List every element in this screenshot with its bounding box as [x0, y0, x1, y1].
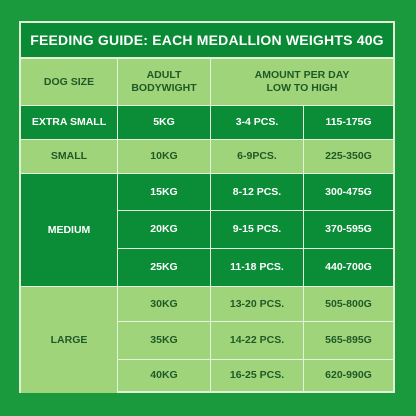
grams-cell: 370-595G [304, 211, 393, 249]
header-dog-size: DOG SIZE [21, 59, 118, 106]
size-extra-small: EXTRA SMALL [21, 106, 118, 140]
size-small: SMALL [21, 140, 118, 174]
grams-cell: 620-990G [304, 360, 393, 391]
weight-cell: 30KG [118, 287, 211, 322]
grams-cell: 115-175G [304, 106, 393, 140]
header-adult-bodyweight: ADULT BODYWIGHT [118, 59, 211, 106]
header-amount-per-day: AMOUNT PER DAY LOW TO HIGH [211, 59, 393, 106]
pieces-cell: 16-25 PCS. [211, 360, 304, 391]
size-large: LARGE [21, 287, 118, 393]
weight-cell: 40KG [118, 360, 211, 391]
grams-cell: 300-475G [304, 174, 393, 211]
pieces-cell: 3-4 PCS. [211, 106, 304, 140]
pieces-cell: 14-22 PCS. [211, 322, 304, 360]
weight-cell: 25KG [118, 249, 211, 287]
table-title: FEEDING GUIDE: EACH MEDALLION WEIGHTS 40… [21, 23, 393, 59]
weight-cell: 35KG [118, 322, 211, 360]
pieces-cell: 11-18 PCS. [211, 249, 304, 287]
pieces-cell: 8-12 PCS. [211, 174, 304, 211]
weight-cell: 15KG [118, 174, 211, 211]
grams-cell: 505-800G [304, 287, 393, 322]
size-medium: MEDIUM [21, 174, 118, 287]
weight-cell: 20KG [118, 211, 211, 249]
grams-cell: 565-895G [304, 322, 393, 360]
weight-cell: 5KG [118, 106, 211, 140]
weight-cell: 10KG [118, 140, 211, 174]
pieces-cell: 6-9PCS. [211, 140, 304, 174]
pieces-cell: 9-15 PCS. [211, 211, 304, 249]
grams-cell: 440-700G [304, 249, 393, 287]
grams-cell: 225-350G [304, 140, 393, 174]
pieces-cell: 13-20 PCS. [211, 287, 304, 322]
feeding-guide-table: FEEDING GUIDE: EACH MEDALLION WEIGHTS 40… [19, 21, 395, 393]
